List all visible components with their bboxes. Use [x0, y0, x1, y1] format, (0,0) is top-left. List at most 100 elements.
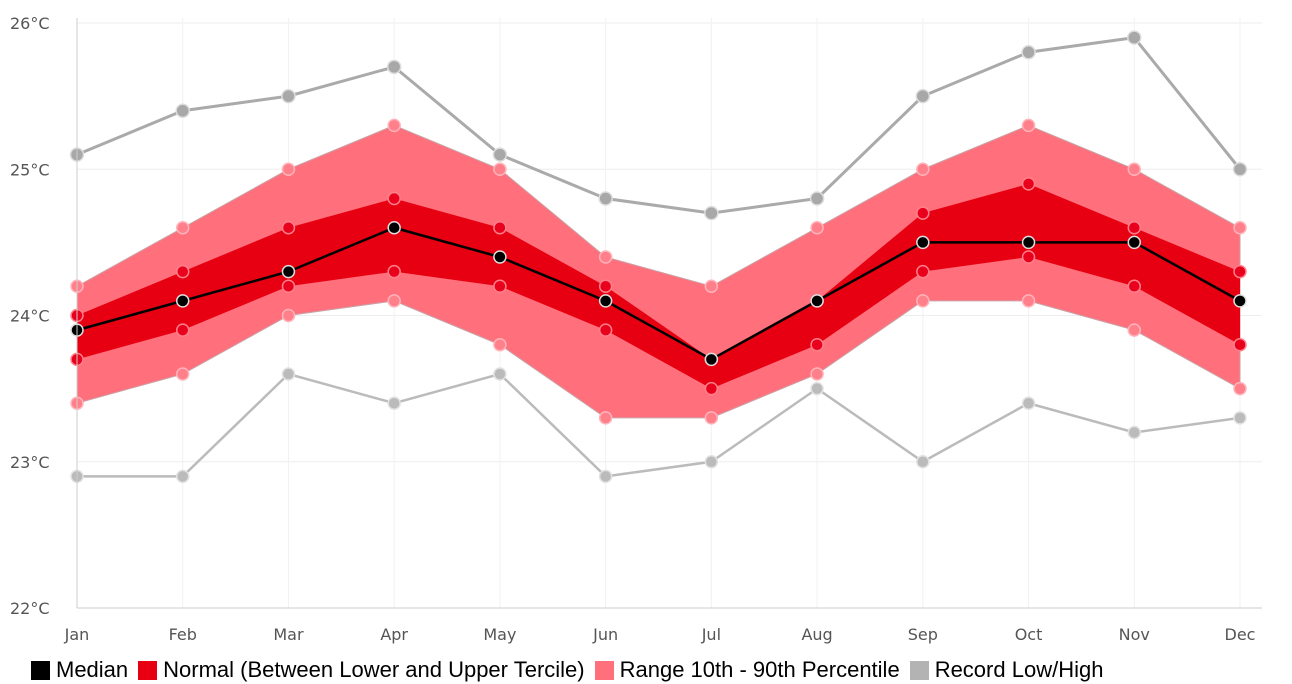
legend-item-median[interactable]: Median [31, 656, 128, 684]
percentile-upper-point [1233, 221, 1247, 235]
y-tick-label: 23°C [10, 453, 50, 472]
median-point [1127, 235, 1142, 250]
percentile-upper-point [493, 162, 507, 176]
record-low-line [77, 372, 1241, 478]
legend-item-record[interactable]: Record Low/High [909, 656, 1103, 684]
tercile-upper-point [175, 264, 190, 279]
median-point [175, 294, 190, 308]
x-tick-label: Aug [801, 625, 832, 644]
record-low-point [387, 396, 401, 410]
percentile-upper-point [175, 221, 190, 235]
median-point [387, 221, 401, 235]
median-point [598, 294, 613, 308]
record-low-point [1233, 411, 1247, 425]
percentile-upper-point [1021, 118, 1036, 133]
percentile-lower-point [704, 411, 719, 425]
tercile-upper-point [493, 221, 507, 235]
record-low-point [916, 455, 930, 469]
y-tick-label: 24°C [10, 307, 50, 326]
x-tick-label: Apr [380, 625, 408, 644]
record-high-point [281, 88, 296, 104]
legend-swatch-median [31, 660, 50, 680]
record-low-point [810, 381, 824, 396]
tercile-upper-point [387, 191, 401, 206]
percentile-upper-point [281, 162, 296, 176]
y-tick-label: 25°C [10, 160, 50, 179]
tercile-upper-point [281, 221, 296, 235]
median-point [916, 235, 930, 250]
record-high-point [809, 191, 825, 206]
record-low-point [1127, 425, 1142, 440]
tercile-upper-point [1233, 264, 1247, 279]
record-low-point [1021, 396, 1036, 410]
record-low-point [493, 367, 507, 381]
tercile-lower-point [281, 279, 296, 293]
legend-label-normal: Normal (Between Lower and Upper Tercile) [163, 657, 585, 682]
tercile-lower-point [1021, 250, 1036, 264]
tercile-upper-point [598, 279, 613, 293]
record-low-point [598, 469, 613, 484]
tercile-upper-point [1127, 221, 1142, 235]
record-high-point [915, 88, 931, 104]
record-high-point [598, 191, 613, 206]
tercile-lower-point [598, 323, 613, 337]
y-tick-label: 22°C [10, 599, 50, 618]
percentile-upper-point [598, 250, 613, 264]
median-point [493, 250, 507, 264]
percentile-lower-point [493, 338, 507, 352]
tercile-upper-point [1021, 177, 1036, 191]
x-tick-label: Mar [273, 625, 304, 644]
tercile-band-area [77, 183, 1240, 389]
tercile-lower-point [387, 264, 401, 279]
percentile-lower-point [598, 411, 613, 425]
tercile-lower-point [1233, 338, 1247, 352]
percentile-upper-point [1127, 162, 1142, 176]
record-low-point [175, 469, 190, 484]
percentile-lower-point [1021, 294, 1036, 308]
percentile-lower-point [916, 294, 930, 308]
chart-legend: Median Normal (Between Lower and Upper T… [31, 656, 1103, 684]
x-tick-label: Dec [1225, 625, 1256, 644]
tercile-lower-point [916, 264, 930, 279]
percentile-upper-point [916, 162, 930, 176]
x-tick-label: May [483, 625, 516, 644]
legend-item-percentile-range[interactable]: Range 10th - 90th Percentile [594, 656, 900, 684]
percentile-lower-point [1127, 323, 1142, 337]
median-point [704, 352, 719, 367]
record-high-point [492, 147, 508, 162]
median-point [281, 264, 296, 279]
record-high-point [175, 103, 190, 118]
percentile-lower-point [810, 367, 824, 381]
percentile-lower-point [1233, 381, 1247, 396]
percentile-lower-point [387, 294, 401, 308]
median-point [1021, 235, 1036, 250]
record-low-point [704, 455, 719, 469]
legend-item-normal[interactable]: Normal (Between Lower and Upper Tercile) [138, 656, 585, 684]
percentile-upper-point [387, 118, 401, 133]
record-high-point [1021, 45, 1036, 60]
tercile-lower-point [1127, 279, 1142, 293]
legend-label-median: Median [56, 657, 129, 682]
x-tick-label: Nov [1119, 625, 1150, 644]
tercile-lower-point [810, 338, 824, 352]
record-high-point [704, 205, 719, 221]
percentile-lower-point [281, 308, 296, 323]
median-line [76, 226, 1241, 361]
record-low-point [281, 367, 296, 381]
tercile-lower-point [704, 381, 719, 396]
percentile-lower-point [175, 367, 190, 381]
median-point [810, 294, 824, 308]
record-high-point [1232, 162, 1248, 177]
legend-swatch-percentile-range [594, 660, 614, 680]
record-high-point [1127, 30, 1142, 45]
x-tick-label: Oct [1015, 625, 1043, 644]
legend-swatch-normal [138, 660, 158, 680]
median-point [1233, 294, 1247, 308]
x-tick-label: Sep [908, 625, 938, 644]
y-tick-label: 26°C [10, 14, 50, 33]
record-high-line [76, 36, 1242, 215]
percentile-upper-point [704, 279, 719, 293]
tercile-lower-point [175, 323, 190, 337]
